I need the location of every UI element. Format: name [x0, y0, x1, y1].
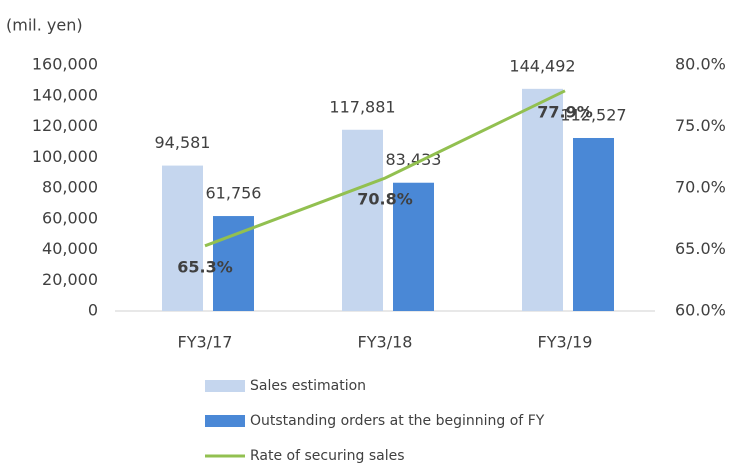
y-tick-label: 0	[88, 301, 98, 320]
bar	[162, 165, 203, 311]
bar	[522, 88, 563, 311]
line	[204, 89, 566, 248]
y2-tick-label: 60.0%	[675, 301, 726, 320]
x-tick-label: FY3/18	[358, 333, 413, 352]
legend-swatch	[205, 380, 245, 392]
line-data-label: 65.3%	[177, 257, 233, 276]
y-tick-label: 160,000	[32, 55, 98, 74]
data-label: 61,756	[206, 184, 262, 203]
y-tick-label: 20,000	[42, 270, 98, 289]
y-tick-label: 60,000	[42, 208, 98, 227]
x-tick-label: FY3/17	[178, 333, 233, 352]
legend-swatch	[205, 415, 245, 427]
bar	[393, 182, 434, 311]
legend-label: Outstanding orders at the beginning of F…	[250, 413, 545, 429]
y-tick-label: 100,000	[32, 147, 98, 166]
x-tick-label: FY3/19	[538, 333, 593, 352]
y-tick-label: 40,000	[42, 239, 98, 258]
y-tick-label: 80,000	[42, 178, 98, 197]
line-data-label: 70.8%	[357, 190, 413, 209]
y2-tick-label: 80.0%	[675, 55, 726, 74]
bar	[213, 216, 254, 311]
y2-tick-label: 75.0%	[675, 116, 726, 135]
y-tick-label: 140,000	[32, 85, 98, 104]
data-label: 144,492	[509, 56, 575, 75]
y2-tick-label: 70.0%	[675, 178, 726, 197]
data-label: 117,881	[329, 97, 395, 116]
legend-label: Rate of securing sales	[250, 448, 405, 463]
y-axis-label: (mil. yen)	[6, 16, 83, 35]
y2-tick-label: 65.0%	[675, 239, 726, 258]
line-data-label: 77.9%	[537, 102, 593, 121]
y-tick-label: 120,000	[32, 116, 98, 135]
bar	[342, 129, 383, 311]
legend-label: Sales estimation	[250, 378, 366, 394]
bar	[573, 137, 614, 311]
data-label: 94,581	[155, 133, 211, 152]
data-label: 112,527	[560, 105, 626, 124]
data-label: 83,433	[386, 150, 442, 169]
